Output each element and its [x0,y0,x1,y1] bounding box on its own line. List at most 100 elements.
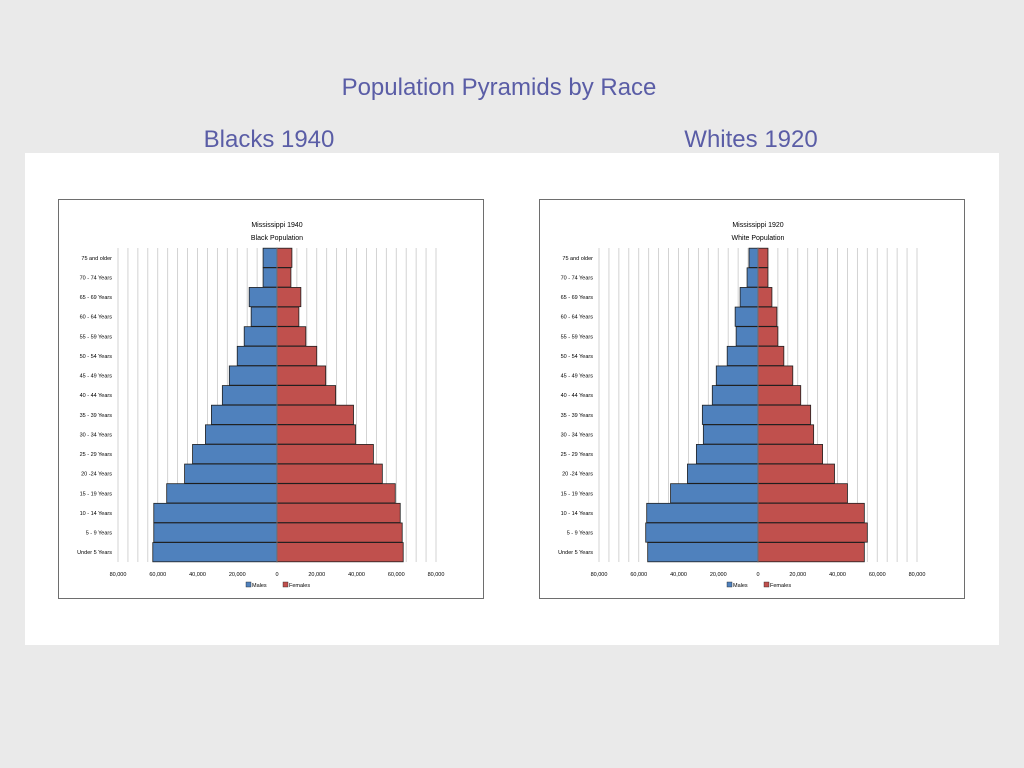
bar-females [757,345,785,366]
bar-females [757,306,778,327]
category-label: 45 - 49 Years [561,374,594,380]
bar-males [748,247,759,268]
category-label: 60 - 64 Years [561,315,594,321]
bar-males [734,306,759,327]
right-chart-heading: Whites 1920 [684,126,818,153]
category-label: 50 - 54 Years [80,354,113,360]
bar-females [276,306,300,327]
bar-males [695,444,759,465]
bar-males [184,463,278,484]
bar-females [276,365,327,386]
bar-males [248,287,278,308]
x-tick-label: 20,000 [710,572,727,578]
bar-males [262,247,278,268]
category-label: 30 - 34 Years [80,432,113,438]
x-tick-label: 60,000 [149,572,166,578]
bar-females [757,424,815,445]
x-tick-label: 60,000 [388,572,405,578]
bar-males [746,267,759,288]
legend-swatch-females [282,581,289,588]
bar-males [211,404,278,425]
bar-males [645,522,759,543]
bar-males [228,365,278,386]
legend-label-males: Males [733,583,748,589]
left-chart-heading: Blacks 1940 [203,126,335,153]
bar-males [153,502,278,523]
legend-label-males: Males [252,583,267,589]
x-tick-label: 40,000 [189,572,206,578]
chart-title: Mississippi 1920 [732,222,783,229]
bar-females [276,424,356,445]
bar-males [153,522,278,543]
x-tick-label: 20,000 [308,572,325,578]
bar-males [192,444,278,465]
bar-females [757,483,848,504]
category-label: 65 - 69 Years [561,295,594,301]
bar-males [166,483,278,504]
bar-females [276,444,374,465]
x-tick-label: 40,000 [348,572,365,578]
x-tick-label: 0 [756,572,759,578]
x-tick-label: 40,000 [829,572,846,578]
pyramid-chart-blacks-1940: Mississippi 1940 Black Population 75 and o… [77,222,444,589]
bar-males [735,326,759,347]
category-label: 5 - 9 Years [567,531,594,537]
chart-frame-blacks-1940: Mississippi 1940 Black Population 75 and o… [58,199,484,599]
bar-females [757,247,769,268]
category-label: 20 -24 Years [562,472,593,478]
x-tick-label: 80,000 [591,572,608,578]
legend-label-females: Females [289,583,310,589]
category-label: 35 - 39 Years [561,413,594,419]
bar-males [221,385,278,406]
content-panel: Mississippi 1940 Black Population 75 and o… [25,153,999,645]
category-label: 75 and older [562,256,593,262]
category-label: 30 - 34 Years [561,432,594,438]
x-tick-label: 80,000 [110,572,127,578]
category-label: 5 - 9 Years [86,531,113,537]
bar-males [702,424,759,445]
bar-males [726,345,759,366]
category-label: 25 - 29 Years [80,452,113,458]
x-tick-label: 40,000 [670,572,687,578]
bar-females [757,542,865,563]
category-label: 70 - 74 Years [80,275,113,281]
bar-females [757,287,773,308]
category-label: 45 - 49 Years [80,374,113,380]
bar-females [757,267,769,288]
bar-females [276,287,302,308]
bar-females [757,404,812,425]
bar-males [236,345,278,366]
category-label: 55 - 59 Years [561,334,594,340]
bar-males [711,385,759,406]
bar-males [715,365,759,386]
bar-females [276,326,307,347]
x-tick-label: 60,000 [630,572,647,578]
x-tick-label: 60,000 [869,572,886,578]
bar-females [757,365,794,386]
x-tick-label: 80,000 [909,572,926,578]
bar-females [276,404,354,425]
category-label: 25 - 29 Years [561,452,594,458]
bar-males [670,483,759,504]
bar-males [250,306,278,327]
category-label: 15 - 19 Years [80,491,113,497]
bar-females [276,267,292,288]
bar-males [205,424,278,445]
category-label: 40 - 44 Years [80,393,113,399]
category-label: Under 5 Years [77,550,112,556]
bar-males [243,326,278,347]
chart-subtitle: White Population [732,235,785,242]
bar-males [701,404,759,425]
category-label: 15 - 19 Years [561,491,594,497]
category-label: 35 - 39 Years [80,413,113,419]
category-label: 20 -24 Years [81,472,112,478]
category-label: 10 - 14 Years [80,511,113,517]
bar-males [646,502,759,523]
category-label: 10 - 14 Years [561,511,594,517]
category-label: 65 - 69 Years [80,295,113,301]
bar-females [276,345,318,366]
chart-title: Mississippi 1940 [251,222,302,229]
bar-females [276,522,403,543]
x-tick-label: 20,000 [789,572,806,578]
category-label: 50 - 54 Years [561,354,594,360]
